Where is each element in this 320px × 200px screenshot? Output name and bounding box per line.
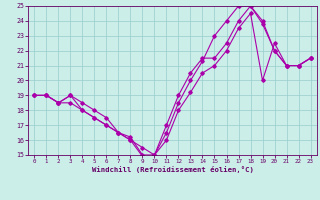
X-axis label: Windchill (Refroidissement éolien,°C): Windchill (Refroidissement éolien,°C) (92, 166, 253, 173)
